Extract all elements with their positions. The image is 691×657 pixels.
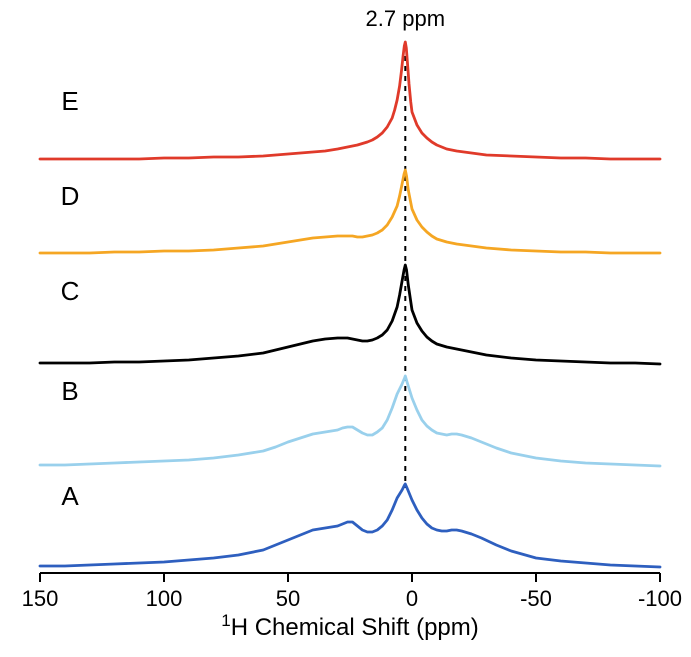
x-tick-label: 100 <box>146 586 183 611</box>
series-label-E: E <box>61 86 78 116</box>
x-axis-label: 1H Chemical Shift (ppm) <box>221 611 479 642</box>
x-tick-label: -50 <box>520 586 552 611</box>
nmr-stack-chart: 2.7 ppm A B C D E 150 100 50 0 -50 -100 1H Chemical … <box>0 0 691 657</box>
series-label-B: B <box>61 376 78 406</box>
series-label-D: D <box>61 181 80 211</box>
series-label-A: A <box>61 481 79 511</box>
x-tick-label: 50 <box>276 586 300 611</box>
x-tick-label: 150 <box>22 586 59 611</box>
series-label-C: C <box>61 276 80 306</box>
peak-label: 2.7 ppm <box>366 6 446 31</box>
x-tick-label: -100 <box>638 586 682 611</box>
x-tick-label: 0 <box>406 586 418 611</box>
chart-bg <box>0 0 691 657</box>
